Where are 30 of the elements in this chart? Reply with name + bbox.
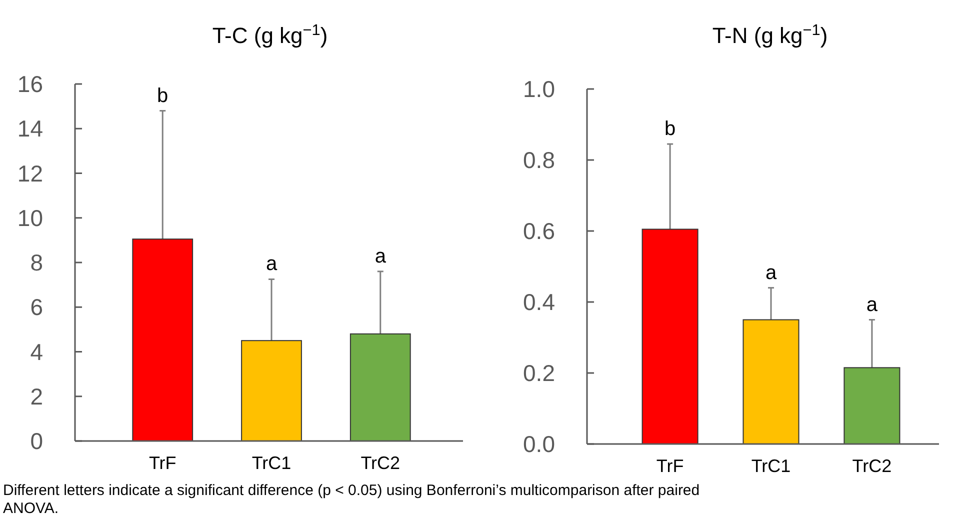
y-tick-label: 6	[30, 294, 43, 320]
annotation: a	[765, 262, 778, 284]
y-tick-label: 16	[17, 71, 43, 98]
chart-title: T-C (g kg$^{−1}$)	[212, 22, 328, 48]
y-tick-label: 2	[30, 383, 43, 410]
y-tick-label: 4	[30, 338, 44, 365]
x-tick-label: TrC2	[360, 453, 400, 473]
y-tick-label: 0.0	[523, 431, 555, 458]
y-tick-label: 0.4	[523, 289, 556, 316]
y-tick-label: 10	[17, 204, 43, 231]
x-tick-label: TrC2	[852, 456, 892, 476]
annotation: a	[866, 294, 878, 316]
annotation: a	[266, 253, 278, 276]
y-tick-label: 14	[17, 116, 44, 142]
y-tick-label: 0.6	[523, 218, 555, 244]
y-tick-label: 12	[17, 160, 43, 186]
annotation: b	[157, 84, 168, 107]
y-tick-label: 0.2	[523, 360, 555, 386]
x-tick-label: TrF	[656, 456, 684, 476]
y-tick-label: 8	[30, 250, 43, 276]
annotation: b	[664, 118, 676, 140]
annotation: a	[374, 245, 387, 268]
x-tick-label: TrF	[148, 453, 176, 473]
y-tick-label: 0	[30, 428, 43, 454]
x-tick-label: TrC1	[252, 453, 292, 473]
chart-title: T-N (g kg$^{−1}$)	[712, 22, 828, 48]
x-tick-label: TrC1	[751, 456, 791, 476]
y-tick-label: 0.8	[523, 147, 555, 174]
y-tick-label: 1.0	[523, 76, 555, 102]
text: Different letters indicate a significant difference (p < 0.05) using Bonferroni’s multicomparison after paired ANOVA.	[3, 482, 701, 518]
